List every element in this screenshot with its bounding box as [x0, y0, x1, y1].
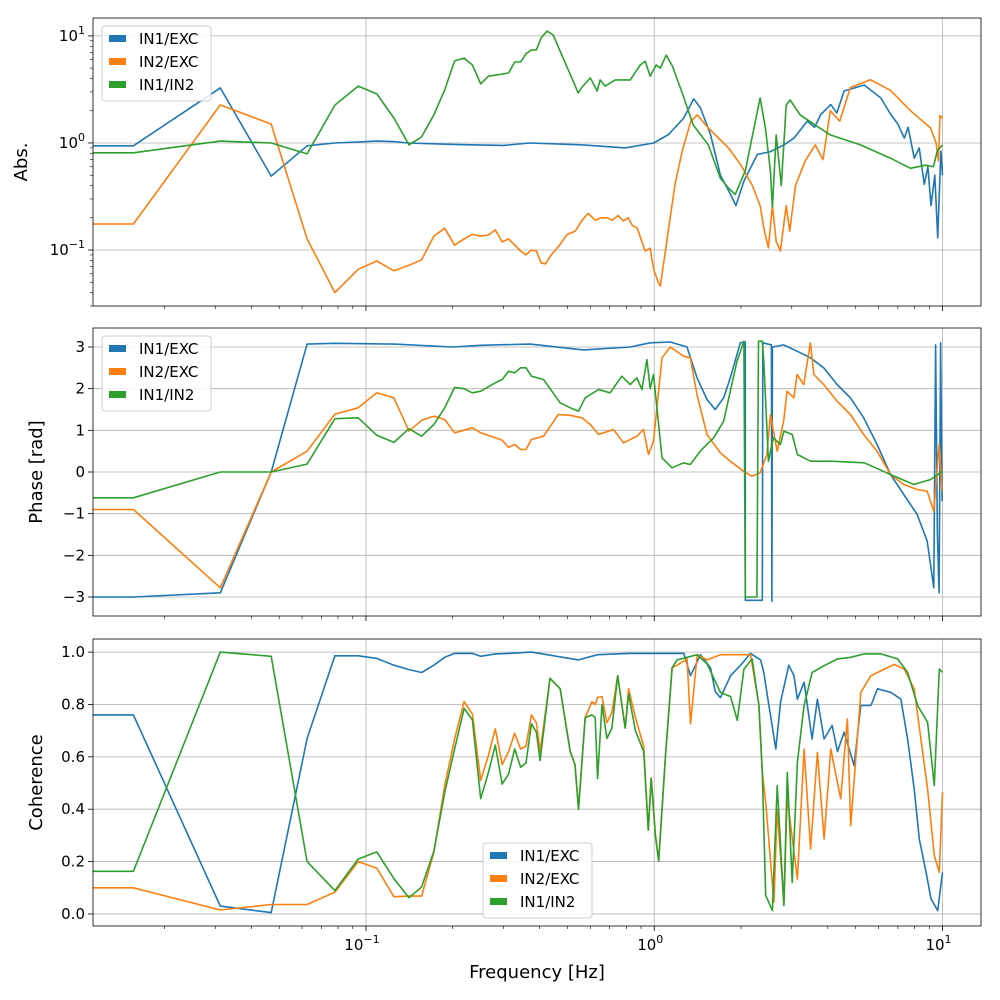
legend-swatch: [109, 58, 126, 65]
series-group: [93, 651, 944, 914]
series-line-in1-in2: [93, 651, 944, 912]
series-line-in1-exc: [93, 341, 943, 603]
panel-phase: 3 2 1 0 −1 −2 −3 Phase [rad] IN1/EXC IN2/EXC IN1/I…: [26, 327, 982, 621]
legend-label: IN1/IN2: [139, 76, 194, 94]
y-tick-label: 0.4: [61, 800, 85, 818]
series-line-in1-in2: [93, 30, 944, 209]
x-tick-label: 10−1: [344, 933, 379, 954]
legend-label: IN2/EXC: [139, 53, 198, 71]
series-line-in1-exc: [93, 84, 944, 239]
y-tick-label: 3: [75, 338, 85, 356]
y-tick-label: 0.6: [61, 748, 85, 766]
series-line-in1-exc: [93, 651, 944, 914]
series-line-in2-exc: [93, 341, 943, 589]
y-tick-label: 10−1: [50, 238, 85, 259]
y-tick-label: −2: [63, 546, 85, 564]
legend: IN1/EXC IN2/EXC IN1/IN2: [101, 335, 212, 412]
legend-swatch: [109, 368, 126, 375]
x-tick-label: 100: [637, 933, 663, 954]
legend-swatch: [490, 852, 507, 859]
legend-swatch: [109, 35, 126, 42]
y-tick-label: 1: [75, 421, 85, 439]
x-axis-label: Frequency [Hz]: [469, 962, 605, 983]
y-tick-label: −3: [63, 588, 85, 606]
y-tick-exponent: 1: [78, 24, 85, 37]
legend-box: [482, 842, 593, 919]
x-tick-exponent: 1: [945, 933, 952, 946]
axes-frame: [92, 638, 982, 927]
y-tick-label: 0.8: [61, 695, 85, 713]
y-tick-exponent: 0: [78, 131, 85, 144]
legend-swatch: [109, 345, 126, 352]
legend-label: IN1/IN2: [139, 386, 194, 404]
legend: IN1/EXC IN2/EXC IN1/IN2: [101, 25, 212, 102]
y-tick-label: 2: [75, 380, 85, 398]
x-tick-exponent: −1: [363, 933, 379, 946]
y-tick-label: 0: [75, 463, 85, 481]
y-axis-label: Abs.: [11, 143, 32, 182]
legend-label: IN1/IN2: [520, 893, 575, 911]
legend: IN1/EXC IN2/EXC IN1/IN2: [482, 842, 593, 919]
x-tick-label: 101: [925, 933, 951, 954]
y-tick-exponent: −1: [69, 238, 85, 251]
axes-frame: [92, 17, 982, 307]
legend-label: IN2/EXC: [520, 870, 579, 888]
legend-label: IN1/EXC: [139, 30, 198, 48]
x-tick-exponent: 0: [656, 933, 663, 946]
legend-label: IN2/EXC: [139, 363, 198, 381]
series-line-in1-in2: [93, 340, 943, 598]
y-tick-label: 101: [59, 24, 85, 45]
series-group: [93, 30, 944, 294]
y-tick-label: 0.0: [61, 905, 85, 923]
y-tick-label: 0.2: [61, 853, 85, 871]
series-group: [93, 340, 943, 603]
legend-label: IN1/EXC: [520, 847, 579, 865]
y-tick-label: 100: [59, 131, 85, 152]
legend-label: IN1/EXC: [139, 340, 198, 358]
legend-swatch: [109, 81, 126, 88]
legend-swatch: [109, 391, 126, 398]
y-axis-label: Coherence: [26, 734, 47, 831]
legend-box: [101, 25, 212, 102]
y-axis-label: Phase [rad]: [26, 420, 47, 523]
legend-box: [101, 335, 212, 412]
legend-swatch: [490, 875, 507, 882]
y-tick-label: 1.0: [61, 643, 85, 661]
series-line-in2-exc: [93, 78, 944, 294]
legend-swatch: [490, 898, 507, 905]
series-line-in2-exc: [93, 653, 944, 911]
y-tick-label: −1: [63, 505, 85, 523]
axes-frame: [92, 327, 982, 617]
